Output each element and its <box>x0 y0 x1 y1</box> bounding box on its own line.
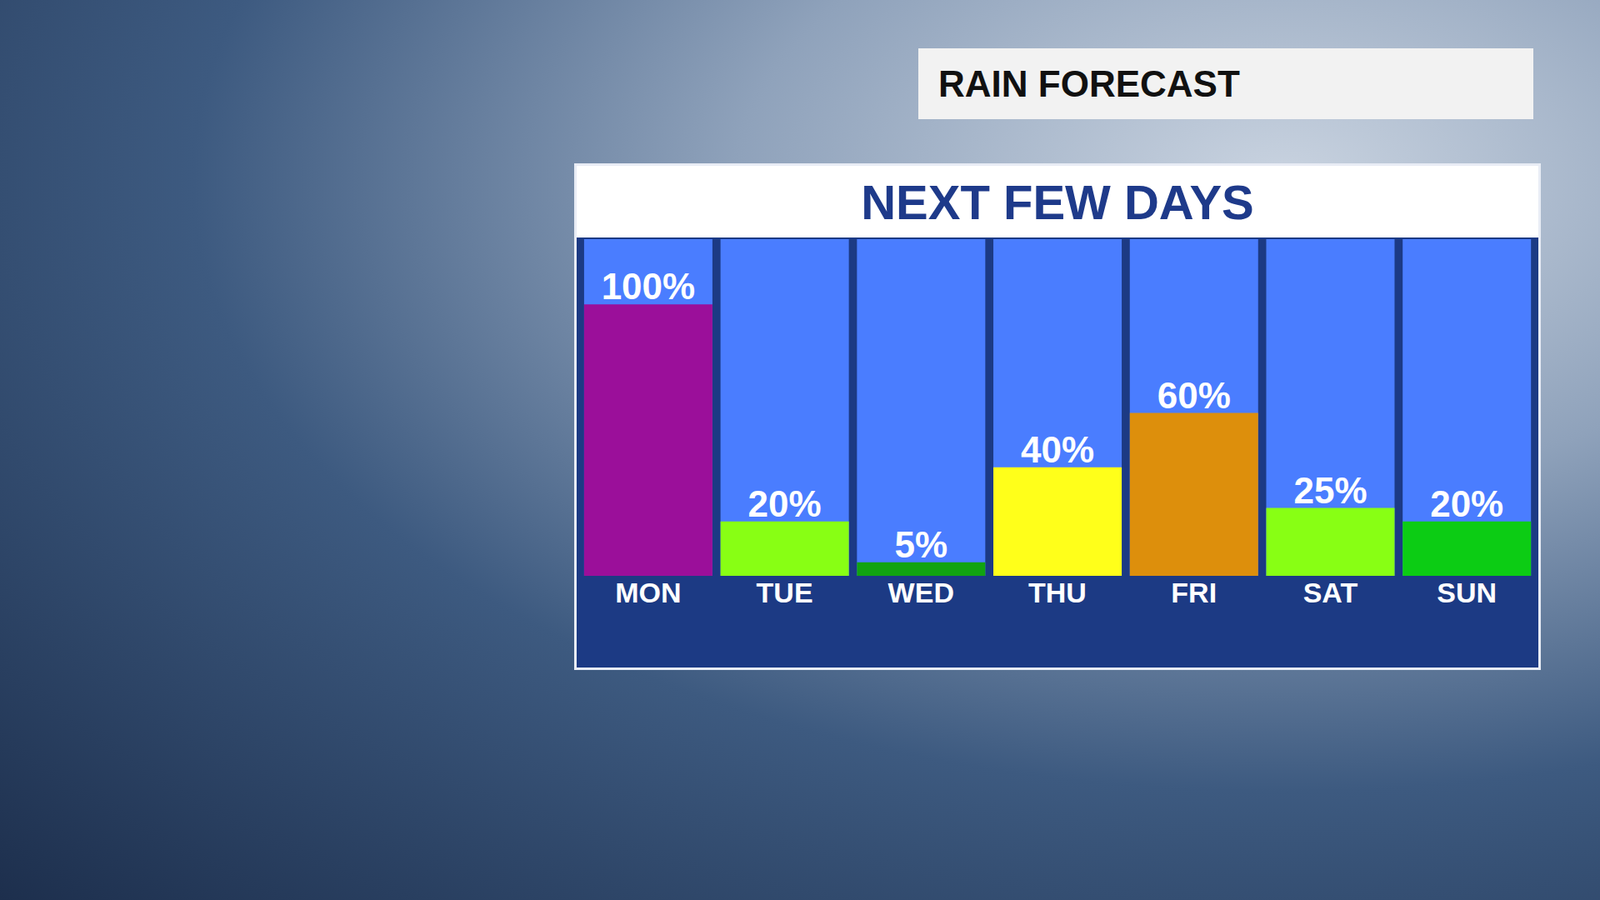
svg-text:60%: 60% <box>1157 375 1231 416</box>
html-text:RAIN FORECAST: RAIN FORECAST <box>938 62 1240 104</box>
svg-text:FRI: FRI <box>1170 576 1217 609</box>
svg-text:40%: 40% <box>1020 429 1095 470</box>
svg-text:25%: 25% <box>1293 470 1367 511</box>
svg-text:5%: 5% <box>895 524 949 565</box>
svg-text:20%: 20% <box>748 483 822 525</box>
svg-text:SAT: SAT <box>1303 576 1359 609</box>
svg-text:MON: MON <box>615 576 681 609</box>
svg-text:SUN: SUN <box>1436 576 1497 609</box>
svg-text:100%: 100% <box>601 265 696 307</box>
html-text:NEXT FEW DAYS: NEXT FEW DAYS <box>861 174 1254 229</box>
svg-text:THU: THU <box>1028 576 1087 609</box>
svg-text:20%: 20% <box>1430 483 1504 525</box>
svg-text:TUE: TUE <box>756 576 814 609</box>
svg-text:WED: WED <box>888 576 955 609</box>
